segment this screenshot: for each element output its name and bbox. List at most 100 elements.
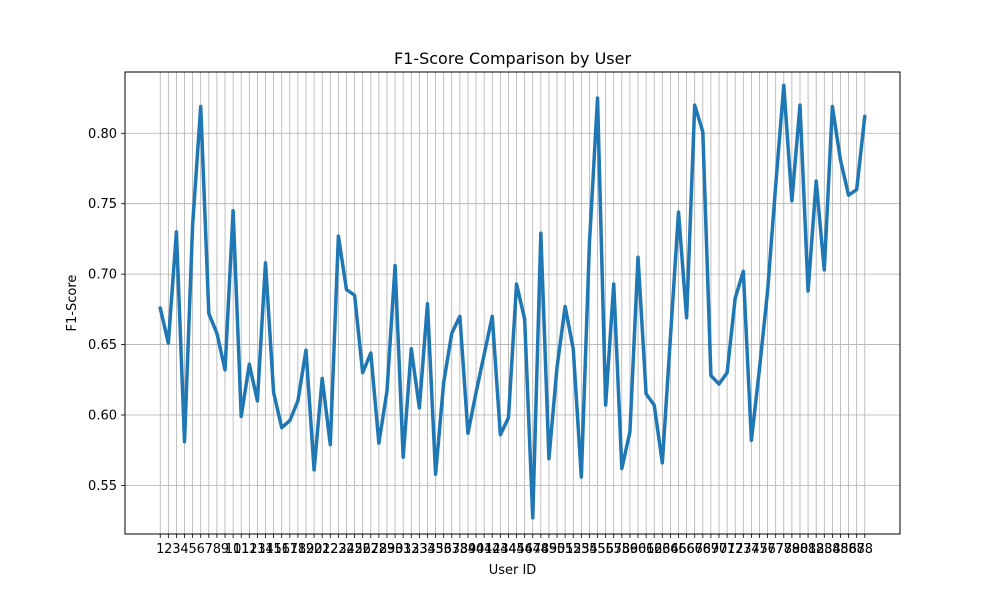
x-tick-label: 11 — [233, 542, 250, 557]
x-tick-label: 64 — [662, 542, 679, 557]
x-tick-label: 7 — [205, 542, 213, 557]
x-tick-label: 65 — [670, 542, 687, 557]
y-axis-label: F1-Score — [65, 275, 80, 332]
x-tick-label: 81 — [800, 542, 817, 557]
x-tick-label: 36 — [435, 542, 452, 557]
y-tick-label: 0.65 — [88, 338, 117, 353]
x-tick-label: 74 — [743, 542, 760, 557]
x-tick-label: 38 — [452, 542, 469, 557]
x-tick-label: 20 — [306, 542, 323, 557]
x-tick-label: 82 — [808, 542, 825, 557]
x-tick-label: 8 — [213, 542, 221, 557]
x-tick-label: 31 — [395, 542, 412, 557]
x-tick-label: 39 — [460, 542, 477, 557]
x-tick-label: 33 — [411, 542, 428, 557]
x-tick-label: 61 — [638, 542, 655, 557]
x-tick-label: 79 — [784, 542, 801, 557]
x-tick-label: 45 — [508, 542, 525, 557]
x-tick-label: 80 — [792, 542, 809, 557]
x-tick-label: 5 — [188, 542, 196, 557]
x-tick-label: 73 — [735, 542, 752, 557]
x-tick-label: 48 — [533, 542, 550, 557]
x-tick-label: 32 — [403, 542, 420, 557]
x-tick-label: 83 — [816, 542, 833, 557]
x-tick-label: 9 — [221, 542, 229, 557]
y-tick-label: 0.75 — [88, 197, 117, 212]
x-tick-label: 56 — [597, 542, 614, 557]
x-tick-label: 34 — [419, 542, 436, 557]
y-tick-label: 0.55 — [88, 479, 117, 494]
x-tick-label: 57 — [605, 542, 622, 557]
x-tick-label: 41 — [476, 542, 493, 557]
x-tick-label: 55 — [589, 542, 606, 557]
x-tick-label: 54 — [581, 542, 598, 557]
y-tick-label: 0.60 — [88, 408, 117, 423]
y-tick-label: 0.80 — [88, 127, 117, 142]
x-tick-label: 40 — [468, 542, 485, 557]
chart-title: F1-Score Comparison by User — [394, 49, 632, 68]
x-tick-label: 58 — [614, 542, 631, 557]
x-axis-ticks: 1 2 3 4 5 6 7 8 91011121314151617181920212223242… — [156, 534, 873, 557]
x-tick-label: 52 — [565, 542, 582, 557]
x-tick-label: 42 — [484, 542, 501, 557]
x-tick-label: 12 — [241, 542, 258, 557]
x-tick-label: 47 — [524, 542, 541, 557]
x-tick-label: 43 — [492, 542, 509, 557]
x-tick-label: 86 — [840, 542, 857, 557]
x-tick-label: 59 — [622, 542, 639, 557]
x-tick-label: 19 — [298, 542, 315, 557]
x-tick-label: 22 — [322, 542, 339, 557]
x-tick-label: 63 — [654, 542, 671, 557]
x-tick-label: 4 — [180, 542, 188, 557]
plot-area — [125, 72, 900, 534]
x-tick-label: 27 — [363, 542, 380, 557]
x-tick-label: 14 — [257, 542, 274, 557]
x-tick-label: 77 — [767, 542, 784, 557]
x-tick-label: 75 — [751, 542, 768, 557]
x-tick-label: 50 — [549, 542, 566, 557]
x-tick-label: 2 — [164, 542, 172, 557]
x-tick-label: 85 — [832, 542, 849, 557]
x-tick-label: 69 — [703, 542, 720, 557]
x-tick-label: 37 — [443, 542, 460, 557]
x-tick-label: 21 — [314, 542, 331, 557]
x-tick-label: 88 — [856, 542, 873, 557]
f1-score-line — [158, 83, 867, 520]
x-tick-label: 78 — [776, 542, 793, 557]
y-axis-ticks: 0.55 0.60 0.65 0.70 0.75 0.80 — [88, 127, 125, 494]
x-axis-label: User ID — [489, 563, 537, 578]
x-tick-label: 15 — [265, 542, 282, 557]
x-tick-label: 67 — [686, 542, 703, 557]
x-tick-label: 3 — [172, 542, 180, 557]
x-tick-label: 24 — [338, 542, 355, 557]
x-tick-label: 70 — [711, 542, 728, 557]
x-tick-label: 66 — [678, 542, 695, 557]
x-tick-label: 25 — [346, 542, 363, 557]
x-tick-label: 13 — [249, 542, 266, 557]
x-tick-label: 76 — [759, 542, 776, 557]
x-tick-label: 44 — [500, 542, 517, 557]
plot-frame — [124, 71, 901, 535]
x-tick-label: 23 — [330, 542, 347, 557]
x-tick-label: 84 — [824, 542, 841, 557]
x-tick-label: 49 — [541, 542, 558, 557]
x-tick-label: 6 — [197, 542, 205, 557]
x-tick-label: 30 — [387, 542, 404, 557]
x-tick-label: 1 — [156, 542, 164, 557]
x-tick-label: 68 — [695, 542, 712, 557]
x-tick-label: 18 — [290, 542, 307, 557]
x-tick-label: 29 — [379, 542, 396, 557]
x-tick-label: 10 — [225, 542, 242, 557]
x-tick-label: 53 — [573, 542, 590, 557]
y-tick-label: 0.70 — [88, 268, 117, 283]
x-tick-label: 28 — [371, 542, 388, 557]
x-tick-label: 60 — [630, 542, 647, 557]
x-tick-label: 72 — [727, 542, 744, 557]
x-tick-label: 51 — [557, 542, 574, 557]
x-tick-label: 62 — [646, 542, 663, 557]
x-tick-label: 16 — [273, 542, 290, 557]
x-tick-label: 35 — [427, 542, 444, 557]
x-tick-label: 26 — [354, 542, 371, 557]
x-tick-label: 46 — [516, 542, 533, 557]
